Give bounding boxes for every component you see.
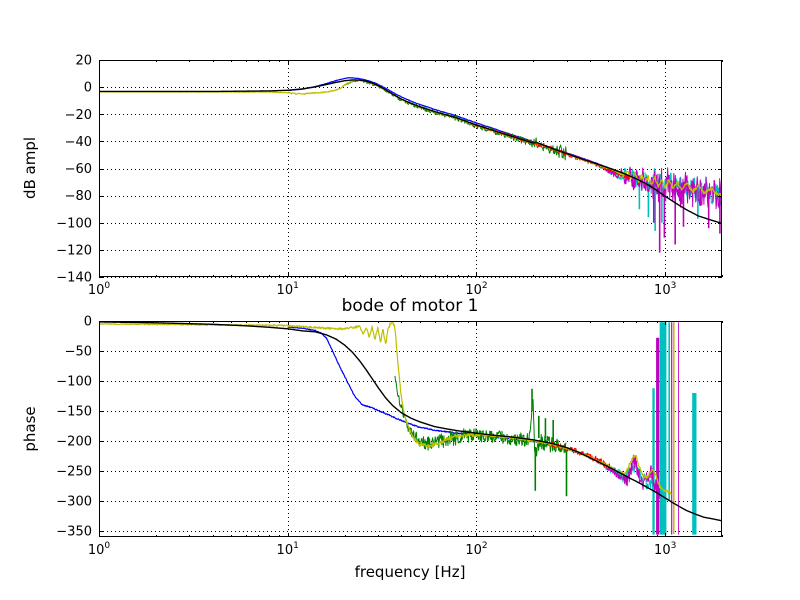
amplitude-grid bbox=[99, 60, 722, 278]
amplitude-y-axis-label: dB ampl bbox=[21, 136, 39, 200]
amplitude-axes bbox=[99, 60, 723, 278]
amplitude-measurement-magenta bbox=[604, 166, 722, 210]
phase-y-tick-label: −100 bbox=[56, 375, 92, 390]
amplitude-y-tick-label: 20 bbox=[75, 54, 92, 69]
amplitude-y-tick-label: −100 bbox=[56, 216, 92, 231]
amplitude-tick-labels: 100 101 102 103 20 0 −20 −40 −60 −80 −100 −120 −140 bbox=[56, 54, 676, 299]
plot-title: bode of motor 1 bbox=[341, 296, 479, 316]
phase-measurement-cyan-burst bbox=[668, 322, 670, 501]
amplitude-x-tick-label: 101 bbox=[277, 281, 299, 298]
amplitude-y-tick-label: −140 bbox=[56, 271, 92, 286]
phase-model-fit bbox=[99, 321, 722, 522]
phase-y-tick-label: −350 bbox=[56, 525, 92, 540]
phase-measurement-magenta-burst bbox=[671, 322, 673, 535]
phase-y-tick-label: 0 bbox=[84, 315, 92, 330]
phase-y-tick-label: −150 bbox=[56, 405, 92, 420]
amplitude-series-group bbox=[99, 77, 722, 253]
phase-y-tick-label: −250 bbox=[56, 465, 92, 480]
amplitude-x-tick-label: 100 bbox=[88, 281, 111, 298]
phase-tick-labels: 100 101 102 103 0 −50 −100 −150 −200 −250 −300 −350 bbox=[56, 315, 676, 559]
phase-x-tick-label: 103 bbox=[654, 541, 676, 558]
phase-measurement-magenta-burst bbox=[678, 322, 679, 535]
phase-measurement-yellow bbox=[99, 321, 672, 495]
phase-series-group bbox=[99, 321, 722, 535]
amplitude-y-tick-label: 0 bbox=[84, 81, 92, 96]
amplitude-measurement-green bbox=[344, 79, 567, 161]
amplitude-y-tick-label: −40 bbox=[65, 135, 92, 150]
amplitude-y-tick-label: −20 bbox=[65, 108, 92, 123]
amplitude-measurement-blue bbox=[287, 77, 609, 169]
amplitude-measurement-cyan bbox=[599, 164, 722, 207]
phase-x-tick-label: 101 bbox=[277, 541, 299, 558]
x-axis-label: frequency [Hz] bbox=[354, 563, 466, 581]
amplitude-y-tick-label: −80 bbox=[65, 189, 92, 204]
phase-y-tick-label: −50 bbox=[65, 345, 92, 360]
phase-measurement-cyan-burst bbox=[659, 322, 667, 535]
phase-measurement-cyan-burst bbox=[652, 388, 655, 535]
phase-y-tick-label: −300 bbox=[56, 495, 92, 510]
phase-measurement-red bbox=[547, 441, 611, 469]
phase-y-tick-label: −200 bbox=[56, 435, 92, 450]
phase-measurement-green bbox=[394, 375, 567, 457]
phase-measurement-cyan-burst bbox=[692, 393, 697, 535]
amplitude-x-tick-label: 102 bbox=[465, 281, 487, 298]
amplitude-x-tick-label: 103 bbox=[654, 281, 676, 298]
phase-x-tick-label: 102 bbox=[465, 541, 487, 558]
amplitude-y-tick-label: −120 bbox=[56, 243, 92, 258]
phase-axes bbox=[99, 321, 723, 537]
phase-y-axis-label: phase bbox=[21, 406, 39, 452]
phase-x-tick-label: 100 bbox=[88, 541, 111, 558]
phase-measurement-magenta-burst bbox=[656, 337, 660, 535]
amplitude-y-tick-label: −60 bbox=[65, 162, 92, 177]
amplitude-model-fit bbox=[99, 79, 722, 224]
